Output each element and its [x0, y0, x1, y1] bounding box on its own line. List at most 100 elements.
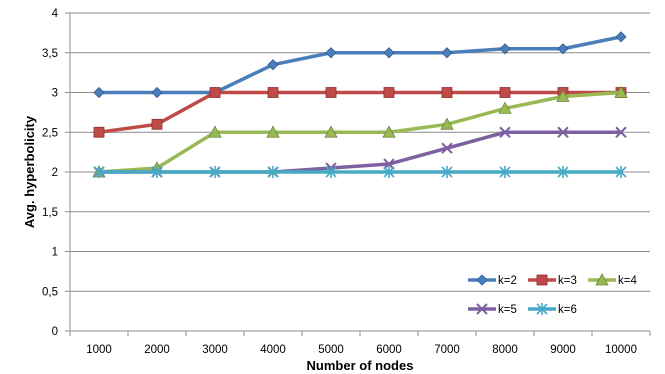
y-tick-label: 1 [52, 247, 58, 259]
data-point [440, 117, 454, 130]
x-tick-label: 4000 [260, 344, 286, 356]
y-tick-label: 1,5 [42, 207, 58, 219]
y-axis-title: Avg. hyperbolicity [22, 115, 37, 228]
star-marker [557, 166, 569, 178]
triangle-marker [556, 89, 570, 102]
data-point [383, 158, 395, 170]
series-line [98, 90, 621, 134]
legend: k=2 k=3 k=4 k=5 k=6 [468, 273, 637, 316]
star-marker [93, 166, 105, 178]
legend-item-k=5: k=5 [468, 303, 517, 316]
legend-label: k=5 [498, 304, 517, 316]
y-tick-label: 3 [52, 88, 58, 100]
data-point [556, 89, 570, 102]
y-tick-label: 3,5 [42, 48, 58, 60]
data-point [267, 166, 279, 178]
legend-item-k=2: k=2 [468, 274, 517, 287]
x-tick-label: 3000 [202, 344, 228, 356]
diamond-marker [441, 47, 453, 59]
triangle-marker [614, 85, 628, 98]
data-point [557, 43, 569, 55]
series-k=3 [93, 87, 627, 138]
data-point [441, 142, 453, 154]
data-point [266, 125, 280, 138]
data-point [557, 126, 569, 138]
series-lines [92, 31, 628, 178]
star-marker [499, 166, 511, 178]
legend-label: k=3 [558, 275, 577, 287]
data-point [151, 118, 163, 130]
series-line [98, 90, 622, 174]
data-point [93, 166, 105, 178]
legend-label: k=6 [558, 304, 577, 316]
gridlines [70, 12, 650, 292]
diamond-marker [615, 31, 627, 43]
data-point [498, 101, 512, 114]
data-point [615, 126, 627, 138]
square-marker [267, 87, 279, 98]
diamond-marker [557, 43, 569, 55]
triangle-marker [498, 101, 512, 114]
diamond-marker [499, 43, 511, 55]
y-tick-label: 2 [52, 167, 58, 179]
star-marker [383, 166, 395, 178]
diamond-marker [383, 47, 395, 59]
legend-item-k=4: k=4 [588, 273, 637, 287]
star-marker [267, 166, 279, 178]
data-point [93, 126, 105, 138]
data-point [151, 166, 163, 178]
data-point [499, 126, 511, 138]
star-marker [536, 303, 548, 315]
y-tick-label: 0,5 [42, 286, 58, 298]
legend-label: k=2 [498, 275, 517, 287]
triangle-marker [595, 273, 609, 286]
data-point [441, 166, 453, 178]
square-marker [209, 87, 221, 98]
x-tick-label: 6000 [376, 344, 402, 356]
legend-label: k=4 [618, 275, 637, 287]
square-marker [325, 87, 337, 98]
star-marker [325, 166, 337, 178]
triangle-marker [440, 117, 454, 130]
data-point [615, 166, 627, 178]
diamond-marker [476, 274, 488, 286]
data-point [324, 125, 338, 138]
data-point [383, 87, 395, 98]
data-point [499, 166, 511, 178]
data-point [441, 47, 453, 59]
x-tick-label: 9000 [550, 344, 576, 356]
square-marker [383, 87, 395, 98]
data-point [499, 87, 511, 98]
x-marker [557, 126, 569, 138]
square-marker [93, 126, 105, 138]
series-line [99, 35, 622, 95]
data-point [441, 87, 453, 98]
legend-item-k=6: k=6 [528, 303, 577, 316]
triangle-marker [324, 125, 338, 138]
x-tick-label: 1000 [86, 344, 112, 356]
square-marker [151, 118, 163, 130]
x-marker [499, 126, 511, 138]
legend-item-k=3: k=3 [528, 274, 577, 287]
star-marker [441, 166, 453, 178]
series-k=2 [93, 31, 627, 99]
data-point [325, 166, 337, 178]
triangle-marker [266, 125, 280, 138]
x-marker [476, 303, 488, 315]
diamond-marker [93, 86, 105, 99]
x-marker [441, 142, 453, 154]
x-tick-label: 10000 [605, 344, 637, 356]
data-point [267, 59, 279, 71]
data-point [614, 85, 628, 98]
data-point [557, 166, 569, 178]
star-marker [209, 166, 221, 178]
data-point [325, 47, 337, 59]
x-tick-label: 2000 [144, 344, 170, 356]
x-tick-label: 5000 [318, 344, 344, 356]
x-axis-title: Number of nodes [307, 358, 414, 373]
data-point [383, 47, 395, 59]
diamond-marker [267, 59, 279, 71]
data-point [209, 87, 221, 98]
triangle-marker [208, 125, 222, 138]
